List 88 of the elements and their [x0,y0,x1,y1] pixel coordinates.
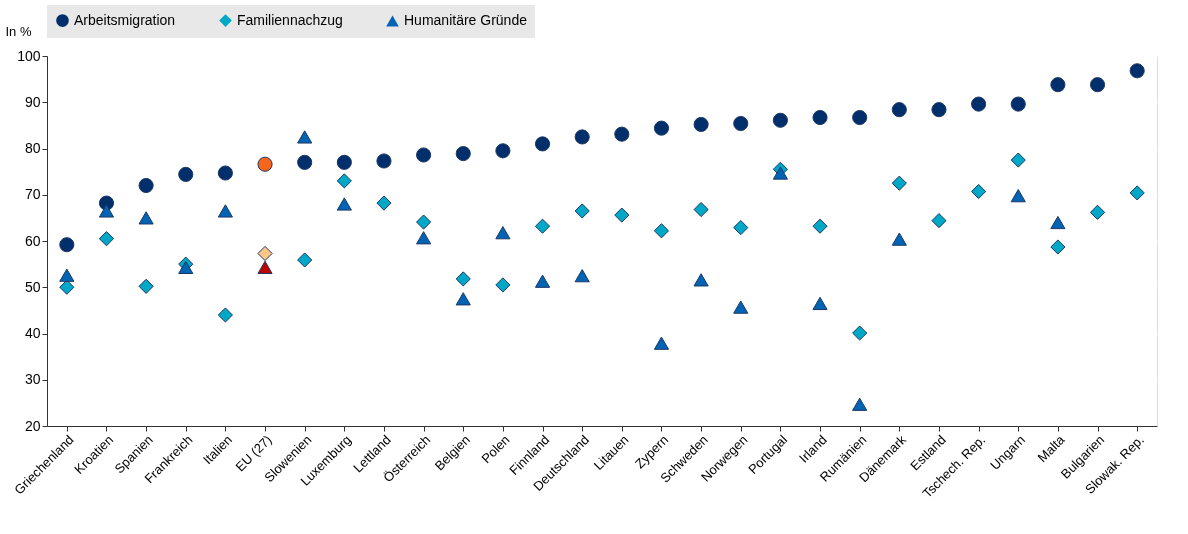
point [1050,215,1066,230]
point [416,147,432,163]
point [1129,185,1145,201]
point [336,173,352,189]
point [733,300,749,314]
point [534,136,551,152]
y-tick-label: 50 [24,278,41,295]
y-tick-label: 20 [24,417,41,434]
point [812,109,828,126]
point [138,278,154,294]
point [733,220,749,236]
point [495,277,511,293]
point [574,203,590,219]
point [455,292,471,306]
point [1089,204,1106,220]
point [59,268,75,282]
point [1010,152,1026,168]
point [614,207,630,223]
y-tick-label: 70 [24,186,41,203]
y-tick-label: 30 [24,371,41,388]
point [59,279,75,295]
point [217,165,233,181]
point [257,260,273,274]
y-tick-label: 100 [17,47,41,64]
point [138,177,154,194]
legend-label: Arbeitsmigration [74,11,176,28]
point [971,96,987,112]
point [772,112,788,128]
y-tick-label: 90 [24,93,41,110]
y-tick-label: 40 [24,325,41,341]
point [1089,77,1106,93]
point [297,252,313,268]
point [931,213,947,229]
point [138,211,154,225]
point [574,129,590,145]
point [257,245,273,262]
legend-label: Familiennachzug [237,11,343,28]
point [495,143,511,159]
point [178,260,194,274]
point [217,307,233,323]
point [812,218,828,234]
point [693,201,709,218]
point [376,195,392,211]
point [416,231,432,245]
point [98,204,115,218]
point [574,269,590,283]
point [1050,77,1066,93]
point [297,154,313,170]
point [733,115,749,132]
point [693,116,709,133]
point [1050,239,1066,255]
point [534,218,551,234]
point [376,153,392,169]
point [455,271,471,287]
point [931,102,947,118]
point [614,126,630,142]
y-tick-label: 80 [24,140,41,156]
point [653,223,670,239]
point [653,120,670,136]
point [297,130,313,144]
point [336,197,352,211]
point [257,156,273,172]
point [891,175,907,191]
point [98,231,115,247]
point [852,397,868,411]
point [495,226,511,240]
point [812,296,828,311]
point [534,274,551,288]
point [891,102,907,118]
point [416,214,432,230]
point [455,146,471,162]
point [653,336,670,350]
point [852,109,868,126]
y-axis-title: In % [5,23,32,39]
point [772,166,788,180]
point [217,204,233,218]
point [891,232,907,246]
point [971,183,987,200]
point [1010,96,1026,112]
y-tick-label: 60 [24,232,41,249]
point [693,273,709,287]
point [59,237,75,253]
point [336,154,352,170]
point [1010,189,1026,203]
point [1129,63,1145,79]
legend-label: Humanitäre Gründe [404,12,528,29]
point [178,166,194,182]
point [852,325,868,341]
